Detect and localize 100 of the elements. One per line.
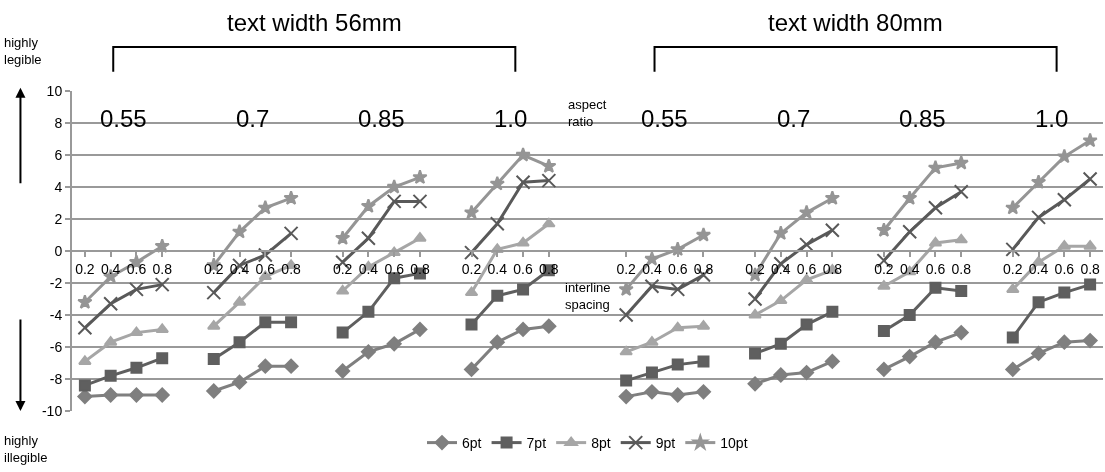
x-tick-label: 0.8: [410, 260, 430, 277]
point: [360, 344, 376, 360]
point: [103, 387, 119, 403]
legend-label: 9pt: [655, 435, 676, 452]
x-tick-label: 0.8: [1080, 260, 1101, 277]
annotation: 0.55: [641, 105, 688, 132]
x-tick-label: 0.8: [693, 260, 714, 277]
x-tick-label: 0.2: [204, 260, 224, 277]
y-tick-label: 10: [46, 82, 63, 99]
point: [953, 155, 969, 170]
point: [749, 347, 762, 360]
point: [489, 175, 505, 191]
text: highly illegible: [4, 433, 48, 465]
annotation: 0.55: [100, 105, 147, 132]
point: [1083, 240, 1097, 250]
x-tick-label: 0.6: [384, 260, 405, 277]
point: [412, 321, 428, 337]
point: [516, 237, 530, 247]
point: [747, 376, 763, 392]
point: [412, 193, 428, 209]
point: [77, 389, 93, 405]
x-tick-label: 0.2: [461, 260, 482, 277]
x-tick-label: 0.2: [745, 260, 765, 277]
point: [412, 169, 428, 185]
x-tick-label: 0.6: [513, 260, 533, 277]
point: [670, 281, 686, 297]
x-tick-label: 0.2: [616, 260, 637, 277]
point: [206, 383, 222, 399]
point: [953, 325, 969, 341]
point: [128, 387, 144, 403]
point: [618, 389, 634, 405]
text: text width 56mm: [227, 9, 402, 36]
point: [464, 361, 480, 377]
annotation: 1.0: [1035, 105, 1069, 132]
point: [747, 291, 763, 307]
x-tick-label: 0.8: [822, 260, 843, 277]
point: [824, 222, 840, 238]
x-tick-label: 0.2: [874, 260, 894, 277]
point: [259, 316, 272, 329]
y-tick-label: -6: [49, 338, 63, 355]
x-tick-label: 0.6: [126, 260, 147, 277]
point: [285, 316, 298, 329]
x-tick-label: 0.6: [667, 260, 688, 277]
point: [130, 361, 143, 374]
point: [1058, 286, 1071, 299]
point: [748, 309, 762, 319]
annotation: 0.85: [358, 105, 405, 132]
point: [1056, 334, 1072, 350]
point: [335, 363, 351, 379]
point: [103, 296, 119, 312]
point: [773, 367, 789, 383]
annotation: aspect ratio: [568, 97, 607, 129]
point: [1005, 361, 1021, 377]
point: [386, 336, 402, 352]
point: [670, 321, 685, 332]
point: [232, 374, 248, 390]
x-tick-label: 0.8: [152, 260, 173, 277]
point: [464, 245, 480, 261]
point: [1031, 345, 1047, 361]
point: [927, 200, 943, 216]
y-tick-label: 8: [54, 114, 63, 131]
point: [799, 365, 815, 381]
point: [128, 281, 144, 297]
point: [953, 184, 969, 200]
point: [773, 225, 789, 241]
point: [824, 353, 840, 369]
x-tick-label: 0.4: [487, 260, 508, 277]
point: [1005, 199, 1021, 215]
point: [1031, 209, 1047, 225]
point: [620, 374, 633, 387]
point: [671, 358, 684, 371]
point: [463, 204, 480, 220]
text: text width 80mm: [768, 9, 943, 36]
point: [619, 345, 633, 356]
point: [515, 174, 531, 190]
point: [1006, 283, 1020, 293]
x-tick-label: 0.2: [75, 260, 95, 277]
point: [799, 273, 814, 284]
x-tick-label: 0.2: [1003, 260, 1023, 277]
text: highly legible: [4, 35, 42, 67]
point: [929, 281, 942, 294]
point: [489, 216, 505, 232]
point: [413, 232, 427, 242]
point: [541, 318, 557, 334]
point: [362, 305, 375, 318]
point: [645, 336, 659, 346]
point: [1030, 174, 1047, 189]
point: [774, 337, 787, 350]
point: [774, 294, 788, 305]
point: [695, 384, 711, 400]
point: [283, 190, 299, 205]
point: [697, 355, 710, 368]
point: [1006, 331, 1019, 344]
point: [1082, 132, 1098, 148]
point: [644, 278, 660, 294]
point: [231, 223, 248, 239]
y-tick-label: 0: [54, 242, 63, 259]
x-tick-label: 0.4: [899, 260, 920, 277]
point: [955, 285, 968, 297]
point: [618, 307, 634, 323]
